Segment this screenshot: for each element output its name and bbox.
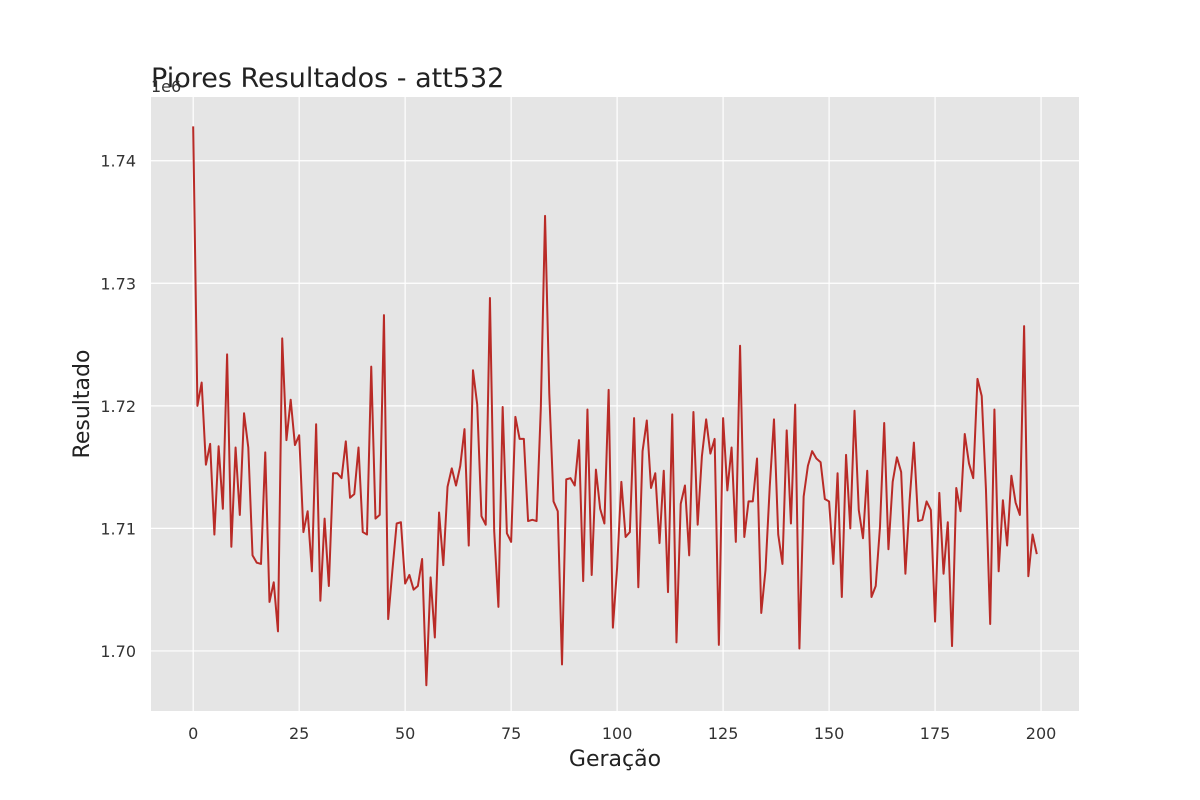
x-tick-label: 175 (920, 724, 951, 743)
y-tick-label: 1.72 (100, 397, 136, 416)
x-tick-label: 150 (814, 724, 845, 743)
y-tick-label: 1.74 (100, 152, 136, 171)
y-tick-label: 1.73 (100, 274, 136, 293)
y-tick-label: 1.71 (100, 519, 136, 538)
grid-lines (151, 97, 1079, 711)
x-tick-label: 75 (501, 724, 521, 743)
x-axis-label: Geração (569, 747, 661, 772)
x-tick-label: 200 (1026, 724, 1057, 743)
series-layer (192, 126, 1038, 687)
y-offset-label: 1e6 (151, 77, 181, 96)
series-line (192, 126, 1038, 687)
x-tick-label: 100 (602, 724, 633, 743)
x-tick-label: 125 (708, 724, 739, 743)
x-tick-label: 50 (395, 724, 415, 743)
y-axis-label: Resultado (70, 350, 95, 459)
x-tick-labels: 0 25 50 75 100 125 150 175 200 (188, 724, 1056, 743)
chart-title: Piores Resultados - att532 (151, 63, 504, 94)
x-tick-label: 0 (188, 724, 198, 743)
y-tick-labels: 1.70 1.71 1.72 1.73 1.74 (100, 152, 136, 661)
x-tick-label: 25 (289, 724, 309, 743)
y-tick-label: 1.70 (100, 642, 136, 661)
